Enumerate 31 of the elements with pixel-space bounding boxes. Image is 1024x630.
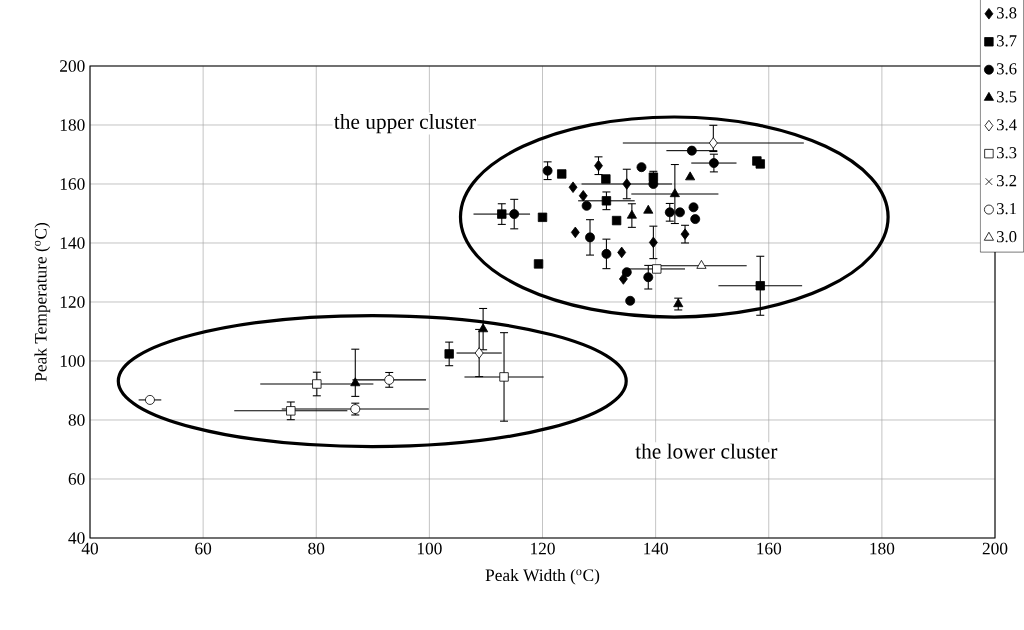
y-tick-label: 160 bbox=[60, 178, 85, 190]
legend-label: 3.3 bbox=[996, 147, 1017, 159]
y-tick-label: 40 bbox=[68, 532, 85, 544]
legend-label: 3.5 bbox=[996, 91, 1017, 103]
y-tick-label: 80 bbox=[68, 414, 85, 426]
x-tick-label: 160 bbox=[757, 542, 782, 555]
legend-label: 3.8 bbox=[996, 7, 1017, 19]
annotation: the lower cluster bbox=[635, 443, 778, 459]
y-tick-label: 60 bbox=[68, 473, 85, 485]
x-axis-title: Peak Width ($^{o}$C) bbox=[485, 568, 600, 585]
y-tick-label: 140 bbox=[60, 237, 85, 249]
legend-label: 3.0 bbox=[996, 231, 1017, 243]
x-tick-label: 40 bbox=[81, 542, 99, 555]
y-tick-label: 120 bbox=[60, 296, 85, 308]
x-tick-label: 140 bbox=[644, 542, 668, 555]
annotation: the upper cluster bbox=[334, 113, 476, 134]
y-axis-title: Peak Temperature ($^{o}$C) bbox=[34, 222, 51, 382]
x-tick-label: 100 bbox=[417, 542, 442, 555]
x-tick-label: 80 bbox=[308, 542, 325, 555]
x-tick-label: 60 bbox=[195, 542, 212, 555]
y-tick-label: 180 bbox=[60, 119, 85, 131]
legend-label: 3.6 bbox=[996, 63, 1017, 75]
x-tick-label: 200 bbox=[982, 542, 1008, 555]
legend-label: 3.2 bbox=[996, 175, 1017, 187]
y-tick-label: 100 bbox=[60, 355, 85, 367]
x-tick-label: 120 bbox=[531, 542, 555, 555]
legend-label: 3.7 bbox=[996, 35, 1017, 47]
x-tick-label: 180 bbox=[870, 542, 895, 555]
legend-label: 3.4 bbox=[996, 119, 1017, 131]
y-tick-label: 200 bbox=[60, 60, 85, 72]
legend-label: 3.1 bbox=[996, 203, 1017, 215]
